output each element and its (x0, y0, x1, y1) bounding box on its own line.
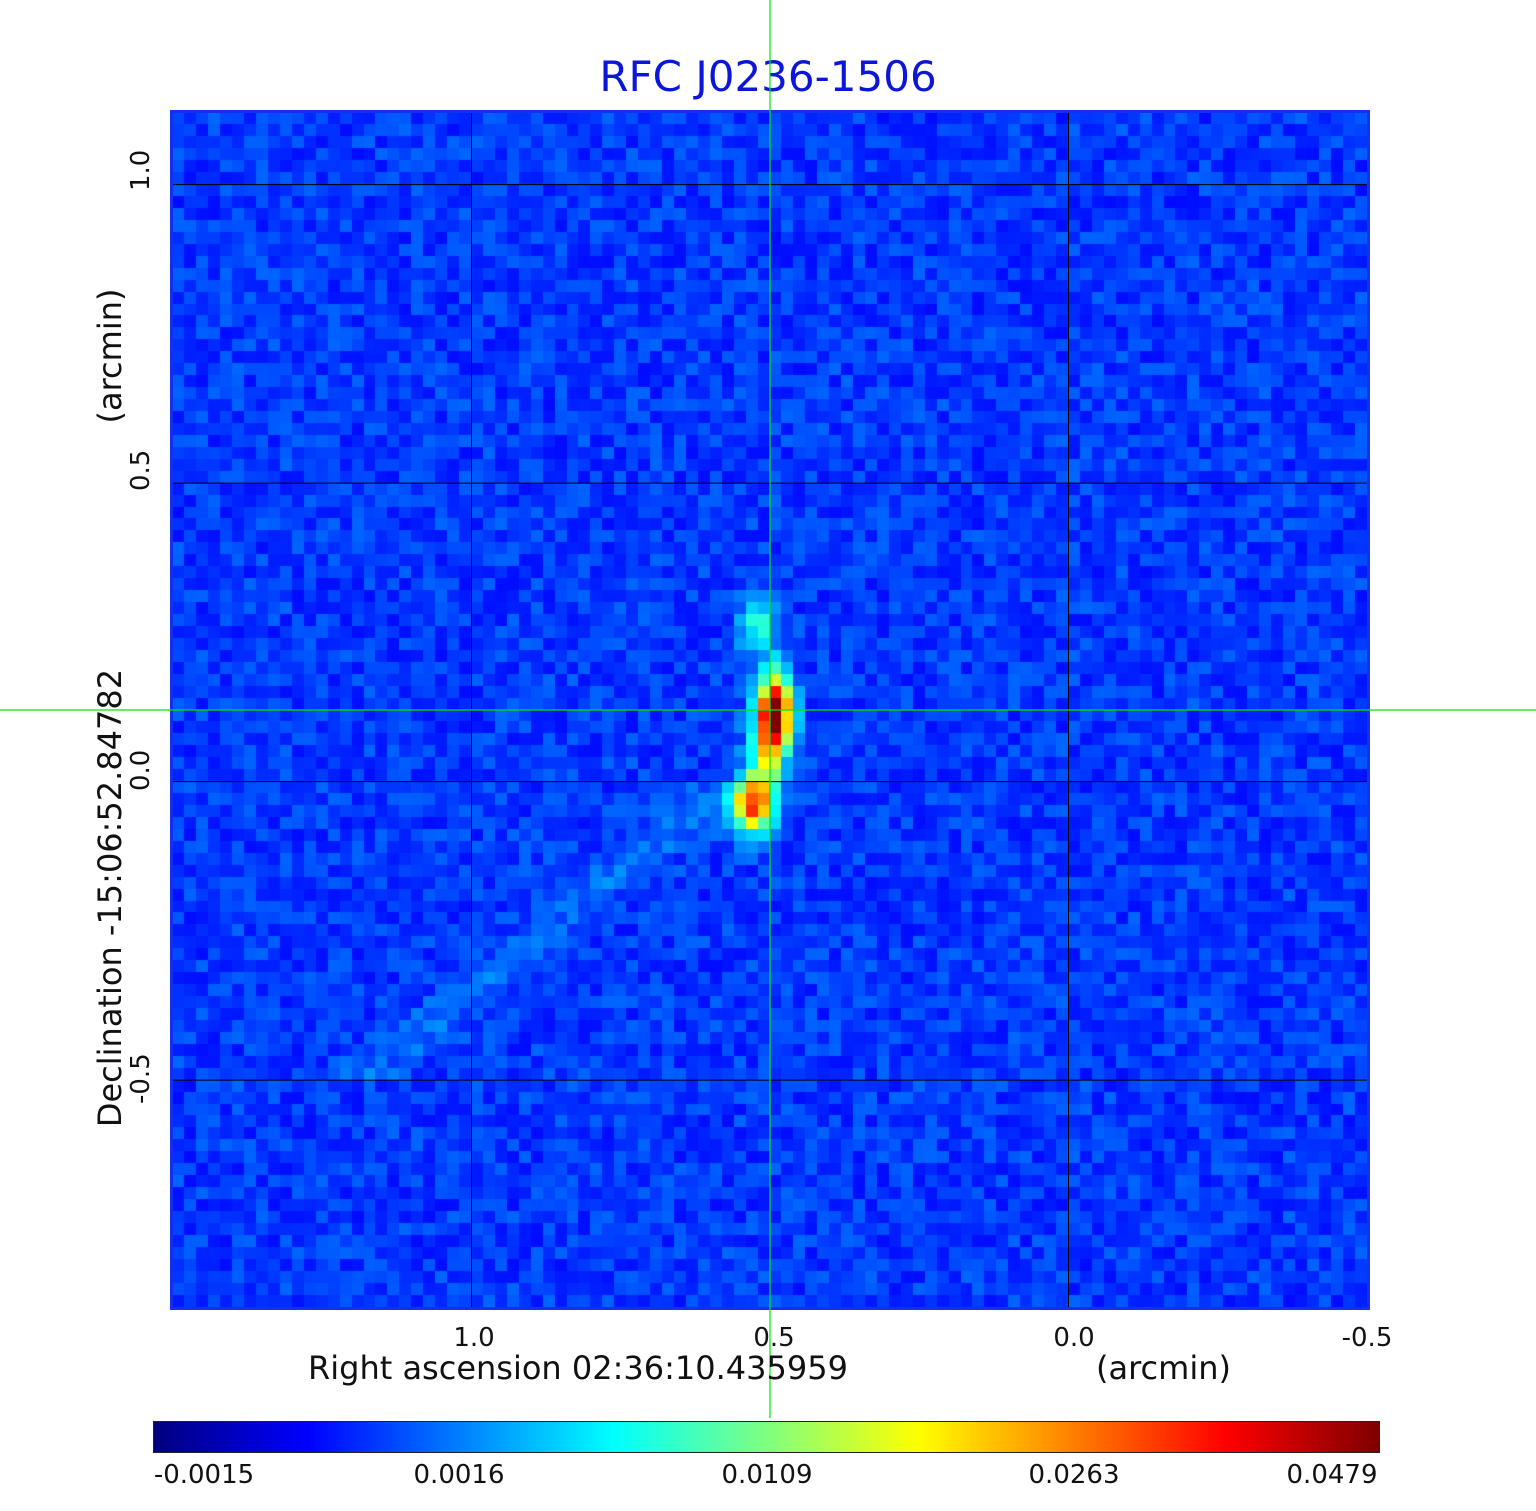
colorbar (153, 1421, 1380, 1453)
y-tick-label: -0.5 (126, 1053, 156, 1104)
y-tick-label: 0.5 (126, 449, 156, 491)
colorbar-tick-label: 0.0263 (1028, 1460, 1120, 1490)
colorbar-tick-label: 0.0016 (413, 1460, 505, 1490)
chart-title: RFC J0236-1506 (599, 52, 937, 101)
x-axis-label: Right ascension 02:36:10.435959 (308, 1349, 848, 1387)
x-axis-unit: (arcmin) (1096, 1349, 1231, 1387)
y-axis-unit: (arcmin) (91, 288, 129, 424)
x-tick-label: -0.5 (1341, 1323, 1393, 1353)
y-tick-label: 1.0 (126, 149, 156, 191)
x-tick-label: 1.0 (453, 1323, 495, 1353)
x-tick-label: 0.0 (1053, 1323, 1095, 1353)
x-tick-label: 0.5 (753, 1323, 795, 1353)
y-axis-label: Declination -15:06:52.84782 (91, 668, 129, 1128)
y-tick-label: 0.0 (126, 749, 156, 791)
colorbar-tick-label: 0.0109 (721, 1460, 813, 1490)
colorbar-tick-label: -0.0015 (153, 1460, 255, 1490)
colorbar-tick-label: 0.0479 (1286, 1460, 1378, 1490)
